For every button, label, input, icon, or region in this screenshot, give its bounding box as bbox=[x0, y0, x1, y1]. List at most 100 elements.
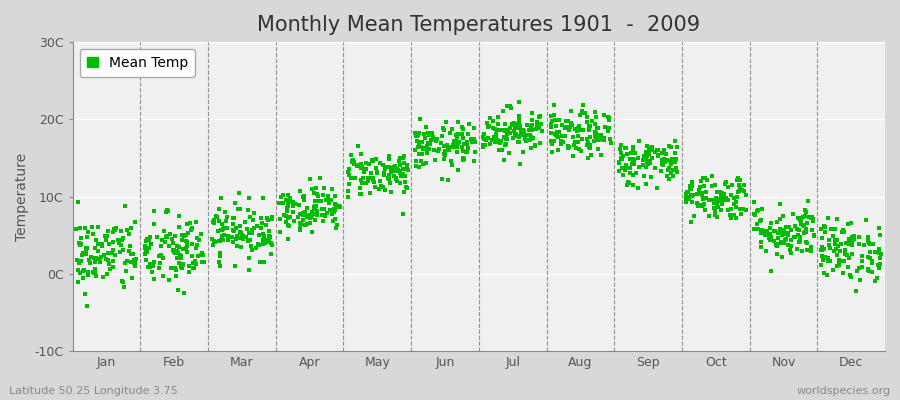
Point bbox=[417, 131, 431, 138]
Point bbox=[750, 221, 764, 227]
Point bbox=[514, 132, 528, 138]
Point bbox=[587, 138, 601, 144]
Point bbox=[89, 237, 104, 244]
Point bbox=[820, 272, 834, 278]
Point bbox=[652, 147, 666, 153]
Point bbox=[356, 174, 371, 181]
Point bbox=[860, 267, 875, 273]
Point bbox=[382, 176, 396, 183]
Point bbox=[552, 129, 566, 136]
Point bbox=[793, 217, 807, 223]
Point bbox=[694, 178, 708, 185]
Point bbox=[701, 213, 716, 219]
Point bbox=[194, 252, 208, 258]
Point bbox=[235, 232, 249, 238]
Point bbox=[863, 241, 878, 247]
Point bbox=[169, 255, 184, 262]
Point bbox=[320, 209, 335, 216]
Point bbox=[412, 140, 427, 147]
Point bbox=[735, 187, 750, 193]
Point bbox=[439, 119, 454, 126]
Point bbox=[342, 172, 356, 178]
Point bbox=[804, 248, 818, 254]
Point bbox=[327, 207, 341, 213]
Point bbox=[788, 234, 802, 241]
Point bbox=[734, 205, 748, 212]
Point bbox=[826, 232, 841, 239]
Point bbox=[457, 141, 472, 147]
Point bbox=[156, 273, 170, 279]
Point bbox=[817, 255, 832, 262]
Point bbox=[452, 139, 466, 145]
Point bbox=[412, 115, 427, 122]
Point bbox=[242, 266, 256, 273]
Point bbox=[690, 203, 705, 209]
Point bbox=[770, 235, 785, 241]
Point bbox=[257, 240, 272, 246]
Point bbox=[657, 147, 671, 154]
Point bbox=[441, 144, 455, 150]
Point bbox=[292, 188, 307, 194]
Point bbox=[207, 220, 221, 226]
Point bbox=[791, 215, 806, 221]
Point bbox=[415, 139, 429, 145]
Point bbox=[242, 255, 256, 261]
Point bbox=[828, 240, 842, 247]
Point bbox=[242, 214, 256, 220]
Point bbox=[571, 138, 585, 145]
Point bbox=[532, 114, 546, 120]
Point bbox=[566, 153, 580, 160]
Point bbox=[141, 244, 156, 251]
Point bbox=[481, 135, 495, 142]
Point bbox=[424, 137, 438, 143]
Point bbox=[639, 181, 653, 188]
Point bbox=[400, 166, 414, 172]
Point bbox=[219, 218, 233, 224]
Point bbox=[295, 212, 310, 218]
Point bbox=[837, 258, 851, 264]
Point bbox=[695, 203, 709, 209]
Point bbox=[491, 146, 506, 153]
Point bbox=[215, 221, 230, 227]
Point bbox=[212, 238, 227, 245]
Point bbox=[70, 256, 85, 263]
Point bbox=[651, 153, 665, 160]
Point bbox=[682, 195, 697, 201]
Point bbox=[769, 241, 783, 248]
Point bbox=[571, 125, 585, 132]
Point bbox=[359, 180, 374, 186]
Point bbox=[450, 149, 464, 155]
Point bbox=[730, 194, 744, 200]
Point bbox=[861, 254, 876, 260]
Point bbox=[296, 216, 310, 223]
Point bbox=[718, 180, 733, 187]
Point bbox=[383, 165, 398, 171]
Point bbox=[365, 175, 380, 181]
Point bbox=[316, 218, 330, 224]
Point bbox=[564, 120, 579, 126]
Point bbox=[635, 157, 650, 164]
Point bbox=[160, 234, 175, 240]
Point bbox=[496, 108, 510, 114]
Point bbox=[254, 225, 268, 232]
Point bbox=[796, 214, 811, 220]
Point bbox=[482, 122, 496, 129]
Point bbox=[779, 230, 794, 237]
Point bbox=[533, 140, 547, 146]
Point bbox=[307, 204, 321, 210]
Point bbox=[561, 143, 575, 149]
Point bbox=[185, 241, 200, 248]
Point bbox=[357, 166, 372, 172]
Point bbox=[783, 247, 797, 254]
Point bbox=[794, 220, 808, 227]
Point bbox=[411, 144, 426, 150]
Point bbox=[580, 119, 594, 126]
Point bbox=[556, 139, 571, 146]
Point bbox=[818, 224, 832, 230]
Point bbox=[419, 146, 434, 152]
Point bbox=[163, 230, 177, 237]
Point bbox=[344, 152, 358, 158]
Point bbox=[382, 180, 397, 186]
Point bbox=[436, 127, 451, 134]
Point bbox=[328, 193, 342, 200]
